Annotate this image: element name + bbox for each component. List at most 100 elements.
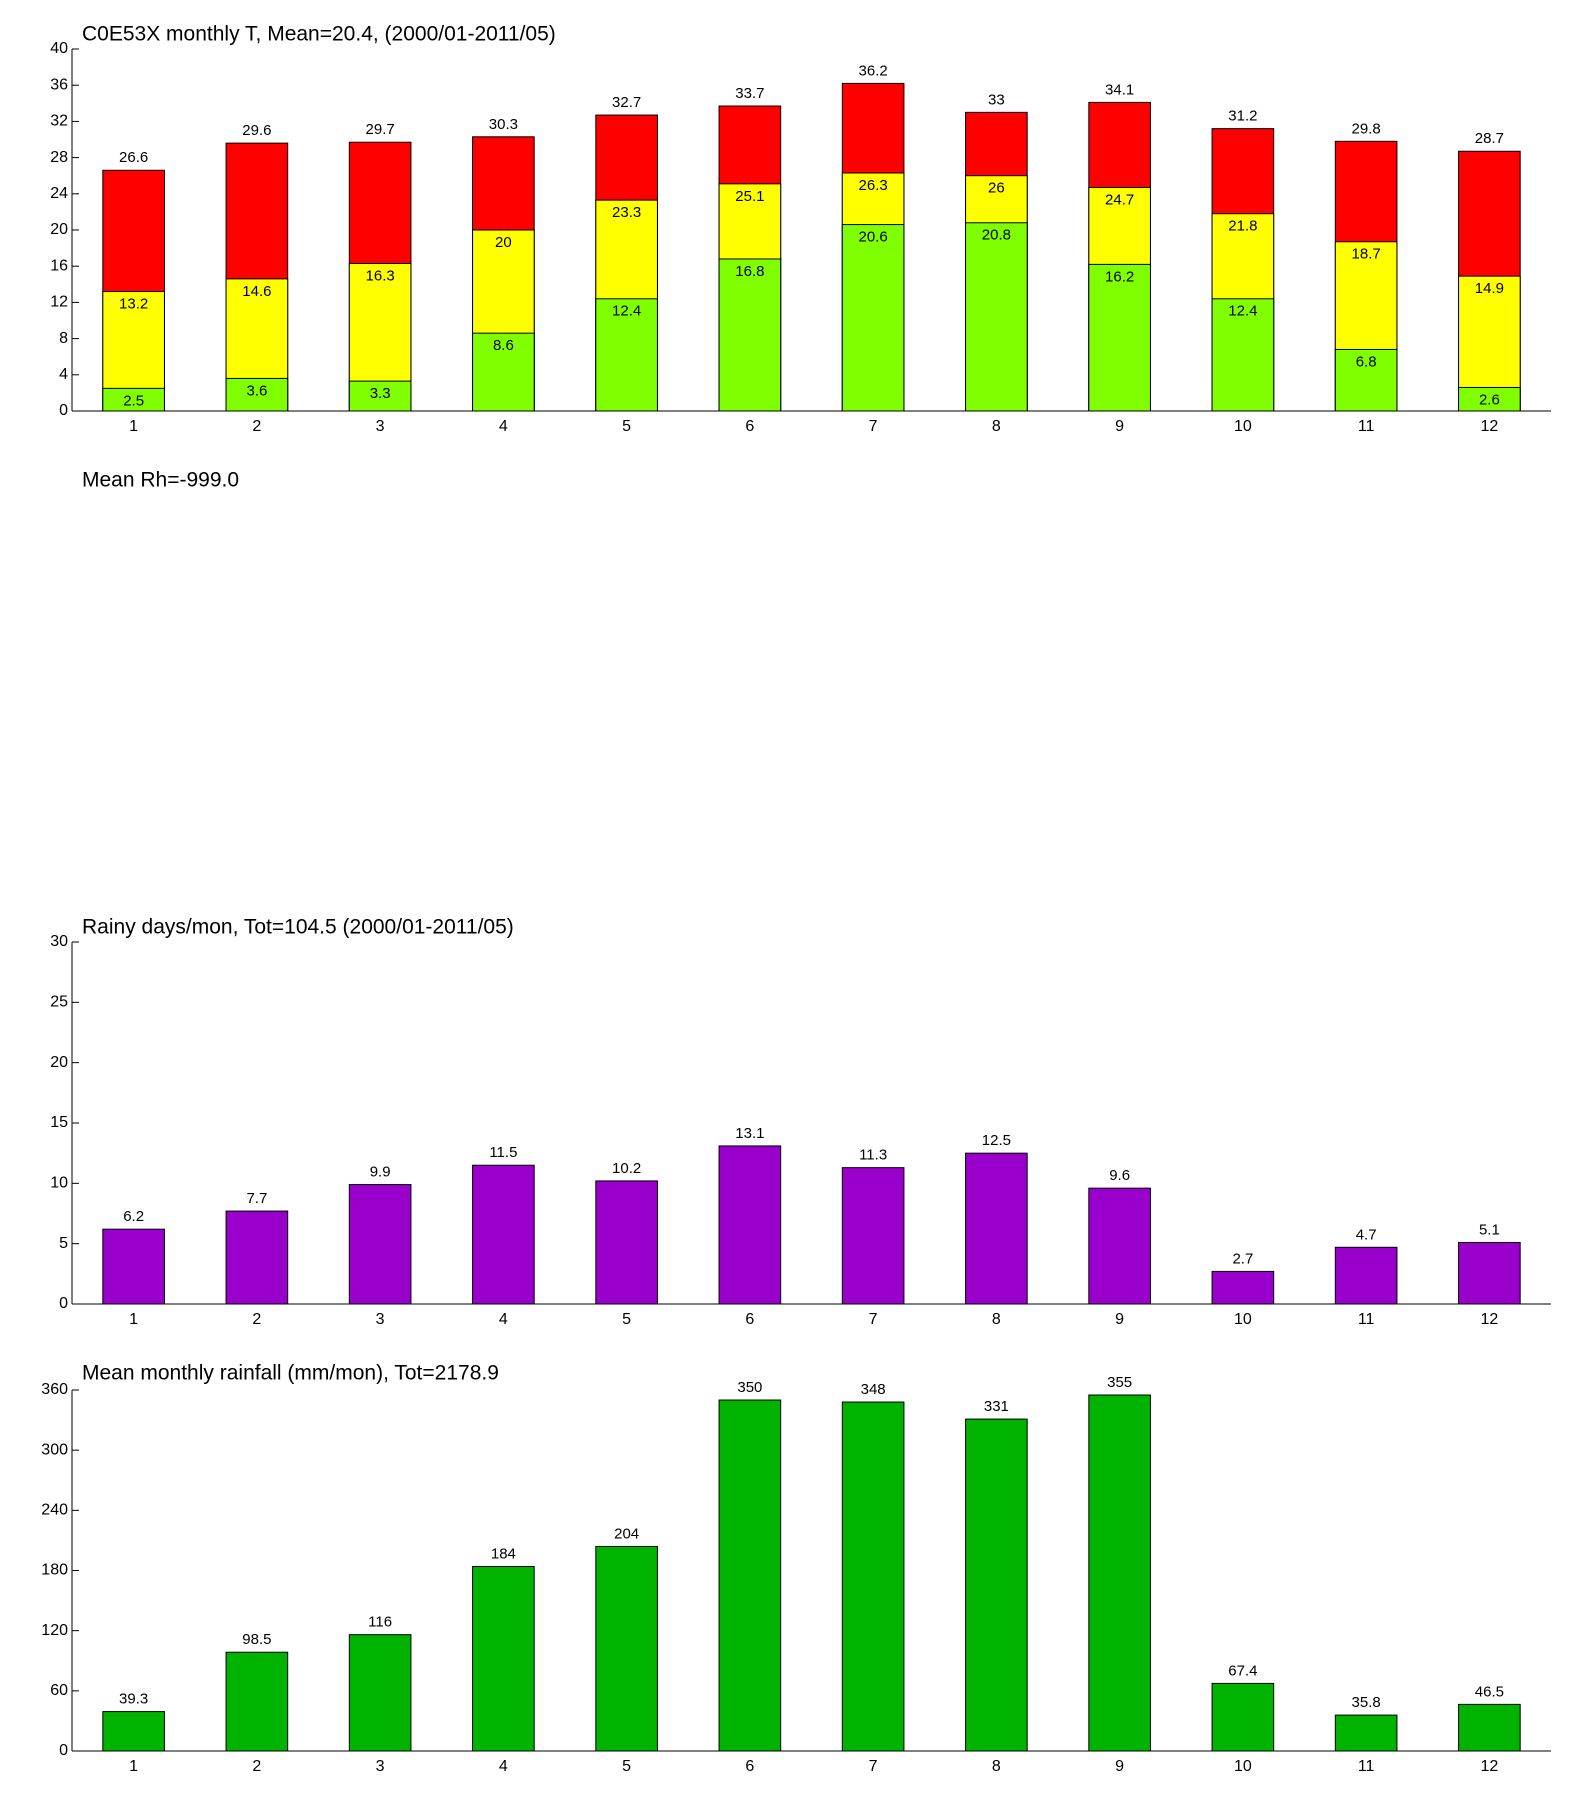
value-label: 26.6 — [119, 149, 148, 166]
x-tick-label: 2 — [252, 418, 261, 435]
value-label: 23.3 — [612, 204, 641, 221]
value-label: 20.6 — [859, 229, 888, 246]
bar — [718, 1399, 782, 1752]
value-label: 6.2 — [123, 1208, 144, 1225]
x-tick-label: 12 — [1480, 418, 1498, 435]
x-tick-label: 10 — [1234, 1758, 1252, 1775]
x-tick-label: 10 — [1234, 1311, 1252, 1328]
bar — [348, 1634, 412, 1752]
x-tick-label: 8 — [992, 1758, 1001, 1775]
bar — [102, 1711, 165, 1752]
value-label: 184 — [491, 1545, 516, 1562]
value-label: 116 — [368, 1614, 392, 1631]
bar — [472, 1565, 535, 1752]
y-tick-label: 0 — [59, 402, 68, 419]
value-label: 13.1 — [735, 1125, 764, 1142]
value-label: 13.2 — [119, 296, 148, 313]
bar — [718, 258, 782, 412]
x-tick-label: 6 — [745, 1758, 754, 1775]
y-tick-label: 25 — [50, 994, 68, 1011]
value-label: 11.3 — [859, 1147, 887, 1164]
x-tick-label: 1 — [129, 1758, 138, 1775]
y-tick-label: 4 — [59, 366, 68, 383]
bar — [472, 1164, 535, 1305]
value-label: 18.7 — [1352, 246, 1381, 263]
y-tick-label: 24 — [50, 185, 68, 202]
value-label: 20.8 — [982, 227, 1011, 244]
x-tick-label: 2 — [252, 1311, 261, 1328]
x-tick-label: 7 — [869, 1758, 878, 1775]
bar — [841, 1401, 905, 1752]
x-tick-label: 8 — [992, 418, 1001, 435]
y-tick-label: 12 — [50, 294, 68, 311]
value-label: 3.6 — [246, 382, 267, 399]
value-label: 355 — [1107, 1374, 1132, 1391]
value-label: 29.6 — [242, 122, 271, 139]
value-label: 16.3 — [366, 267, 395, 284]
value-label: 46.5 — [1475, 1683, 1504, 1700]
x-tick-label: 11 — [1358, 418, 1375, 435]
y-tick-label: 8 — [59, 330, 68, 347]
bar — [595, 1180, 658, 1305]
value-label: 26.3 — [859, 177, 888, 194]
x-tick-label: 5 — [622, 1758, 631, 1775]
chart-title: C0E53X monthly T, Mean=20.4, (2000/01-20… — [82, 23, 556, 46]
x-tick-label: 11 — [1358, 1758, 1375, 1775]
value-label: 67.4 — [1228, 1662, 1257, 1679]
value-label: 331 — [984, 1398, 1009, 1415]
y-tick-label: 15 — [50, 1114, 68, 1131]
y-tick-label: 240 — [41, 1502, 68, 1519]
bar — [965, 1152, 1028, 1305]
bar — [1088, 1187, 1151, 1305]
x-tick-label: 2 — [252, 1758, 261, 1775]
x-tick-label: 5 — [622, 418, 631, 435]
bar — [595, 1545, 658, 1752]
chart-title: Mean Rh=-999.0 — [82, 469, 239, 492]
x-tick-label: 12 — [1480, 1311, 1498, 1328]
x-tick-label: 9 — [1115, 1758, 1124, 1775]
value-label: 2.6 — [1479, 391, 1500, 408]
bar — [1088, 1394, 1151, 1752]
value-label: 33 — [988, 91, 1005, 108]
chart-title: Rainy days/mon, Tot=104.5 (2000/01-2011/… — [82, 916, 514, 939]
value-label: 39.3 — [119, 1691, 148, 1708]
value-label: 4.7 — [1356, 1226, 1377, 1243]
value-label: 36.2 — [859, 62, 888, 79]
value-label: 10.2 — [612, 1160, 641, 1177]
value-label: 26 — [988, 180, 1005, 197]
y-tick-label: 20 — [50, 1054, 68, 1071]
bar — [965, 222, 1028, 412]
bar — [102, 1228, 165, 1305]
y-tick-label: 60 — [50, 1682, 68, 1699]
bar — [841, 224, 905, 412]
value-label: 12.4 — [1228, 303, 1257, 320]
value-label: 14.9 — [1475, 280, 1504, 297]
bar — [1211, 298, 1275, 412]
x-tick-label: 10 — [1234, 418, 1252, 435]
value-label: 9.6 — [1109, 1167, 1130, 1184]
y-tick-label: 36 — [50, 76, 68, 93]
x-tick-label: 6 — [745, 418, 754, 435]
value-label: 34.1 — [1105, 81, 1134, 98]
value-label: 16.2 — [1105, 268, 1134, 285]
bar — [1458, 1703, 1521, 1752]
x-tick-label: 9 — [1115, 1311, 1124, 1328]
value-label: 3.3 — [370, 385, 391, 402]
value-label: 2.7 — [1232, 1250, 1253, 1267]
value-label: 12.5 — [982, 1132, 1011, 1149]
value-label: 29.8 — [1352, 120, 1381, 137]
bar — [348, 1184, 412, 1305]
y-tick-label: 40 — [50, 40, 68, 57]
x-tick-label: 4 — [499, 418, 508, 435]
bar — [225, 1210, 289, 1305]
chart-title: Mean monthly rainfall (mm/mon), Tot=2178… — [82, 1362, 499, 1385]
value-label: 204 — [614, 1525, 639, 1542]
value-label: 20 — [495, 234, 512, 251]
x-tick-label: 1 — [129, 418, 138, 435]
value-label: 14.6 — [242, 283, 271, 300]
value-label: 348 — [861, 1381, 886, 1398]
value-label: 11.5 — [489, 1144, 517, 1161]
y-tick-label: 0 — [59, 1742, 68, 1759]
bar — [965, 1418, 1028, 1752]
